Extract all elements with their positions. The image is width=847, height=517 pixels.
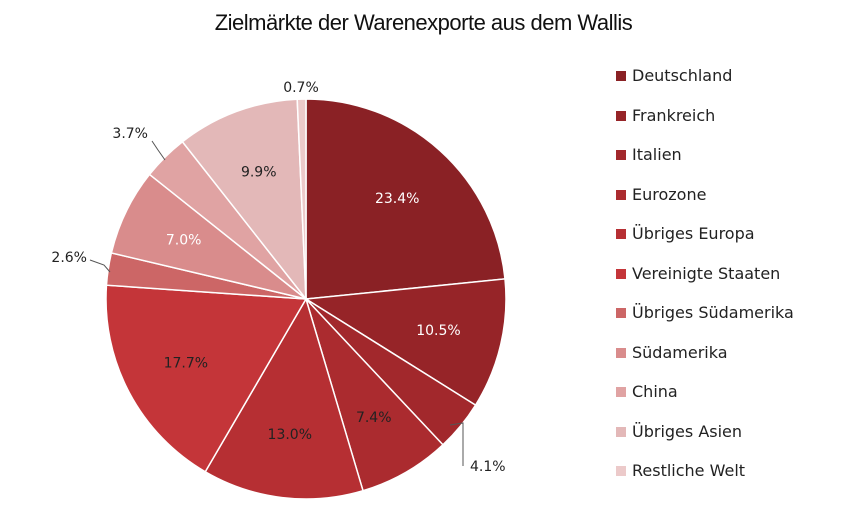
legend-item-restliche-welt: Restliche Welt [616,461,794,501]
legend-swatch [616,347,626,358]
pie-slice-restliche-welt [296,98,307,300]
slice-label-ubriges-asien: 9.9% [241,164,277,180]
legend-label: Deutschland [632,66,733,85]
slice-label-deutschland: 23.4% [375,191,419,207]
pie-slice-ubriges-asien [181,98,307,302]
slice-label-italien: 4.1% [470,459,506,475]
legend-item-ubriges-asien: Übriges Asien [616,422,794,462]
slice-label-sudamerika: 7.0% [166,233,202,249]
leader-line-china [151,140,166,161]
legend-swatch [616,466,626,476]
pie-slice-vereinigte-staaten [105,284,308,473]
legend-label: Übriges Europa [632,224,755,243]
legend-item-vereinigte-staaten: Vereinigte Staaten [616,264,794,304]
legend-swatch [616,110,626,121]
pie-slice-frankreich [303,278,507,407]
slice-label-eurozone: 7.4% [356,410,392,426]
legend-swatch [616,426,626,437]
legend-label: Italien [632,145,682,164]
legend-swatch [616,229,626,239]
legend-item-italien: Italien [616,145,794,185]
legend-swatch [616,308,626,318]
legend-swatch [616,189,626,200]
legend-item-frankreich: Frankreich [616,106,794,146]
legend-item-sudamerika: Südamerika [616,343,794,383]
legend-label: Frankreich [632,105,716,125]
legend-swatch [616,150,626,160]
legend-label: Übriges Südamerika [632,303,794,322]
legend-item-deutschland: Deutschland [616,66,794,106]
legend-item-ubriges-sudamerika: Übriges Südamerika [616,303,794,343]
legend-label: China [632,382,678,401]
chart-legend: Deutschland Frankreich Italien Eurozone Übri… [616,66,794,501]
legend-label: Restliche Welt [632,461,746,480]
legend-swatch [616,71,626,81]
legend-item-ubriges-europa: Übriges Europa [616,224,794,264]
legend-item-china: China [616,382,794,422]
leader-line-ubriges-sudamerika [89,259,111,273]
legend-label: Eurozone [632,184,707,204]
slice-label-ubriges-sudamerika: 2.6% [51,250,87,266]
leader-line-italien [449,422,464,466]
pie-slice-ubriges-europa [204,297,364,500]
legend-label: Vereinigte Staaten [632,263,781,283]
slice-label-restliche-welt: 0.7% [283,80,319,96]
slice-label-china: 3.7% [112,126,148,142]
legend-item-eurozone: Eurozone [616,185,794,225]
slice-label-frankreich: 10.5% [416,323,460,339]
pie-slice-deutschland [305,98,506,300]
slice-label-ubriges-europa: 13.0% [268,427,312,443]
legend-swatch [616,268,626,279]
legend-swatch [616,387,626,397]
slice-label-vereinigte-staaten: 17.7% [164,356,208,372]
legend-label: Südamerika [632,342,728,362]
chart-title: Zielmärkte der Warenexporte aus dem Wall… [214,10,633,35]
legend-label: Übriges Asien [632,421,743,441]
